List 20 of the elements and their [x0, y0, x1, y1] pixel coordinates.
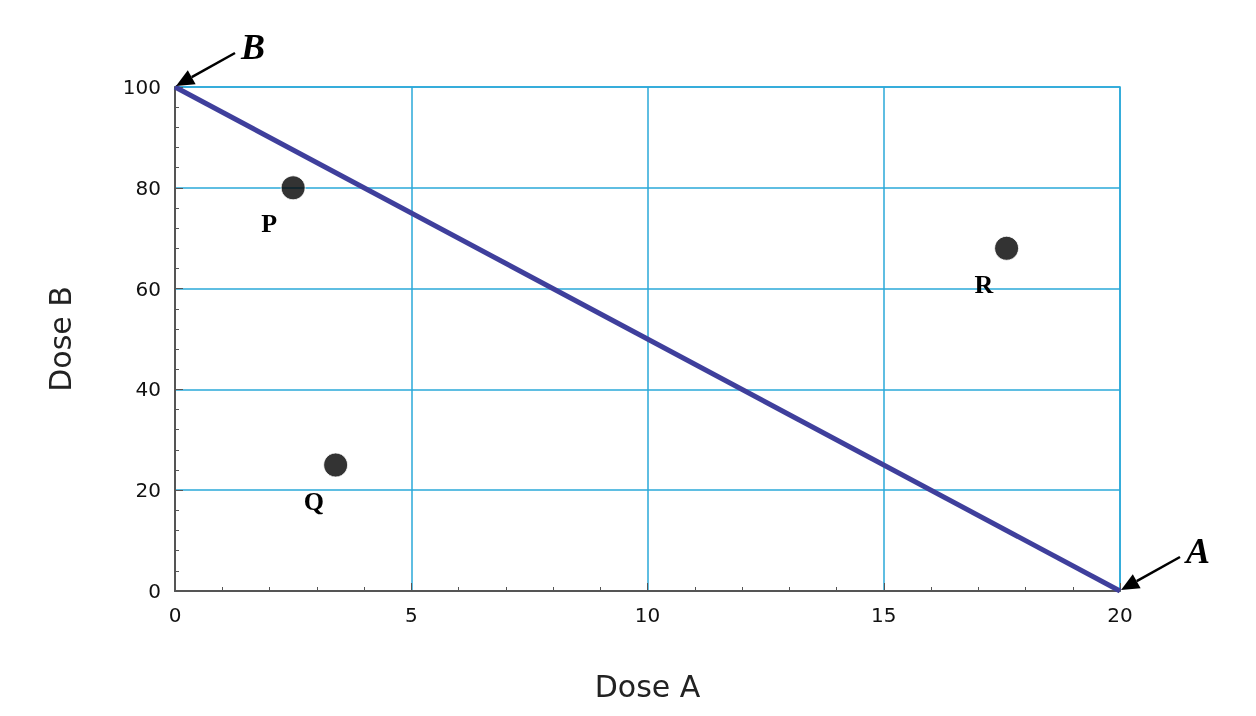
y-tick-label: 100 [122, 75, 161, 99]
y-tick-label: 20 [135, 478, 161, 503]
x-tick-label: 15 [871, 603, 897, 627]
y-axis-title: Dose B [42, 286, 78, 392]
x-axis-title: Dose A [594, 668, 701, 704]
y-tick-label: 80 [135, 175, 161, 200]
point [994, 235, 1020, 261]
annotation: A [1184, 531, 1211, 571]
x-tick-label: 20 [1107, 603, 1133, 627]
annotation: Q [303, 486, 324, 516]
x-tick-label: 5 [404, 603, 418, 627]
point [280, 175, 306, 201]
y-tick-label: 40 [135, 377, 161, 402]
x-tick-label: 0 [168, 603, 182, 627]
y-tick-label: 60 [135, 276, 161, 301]
annotation: B [240, 27, 266, 67]
annotation: P [261, 209, 278, 239]
point [323, 452, 349, 478]
x-tick-label: 10 [634, 603, 661, 627]
y-tick-label: 0 [148, 579, 161, 603]
